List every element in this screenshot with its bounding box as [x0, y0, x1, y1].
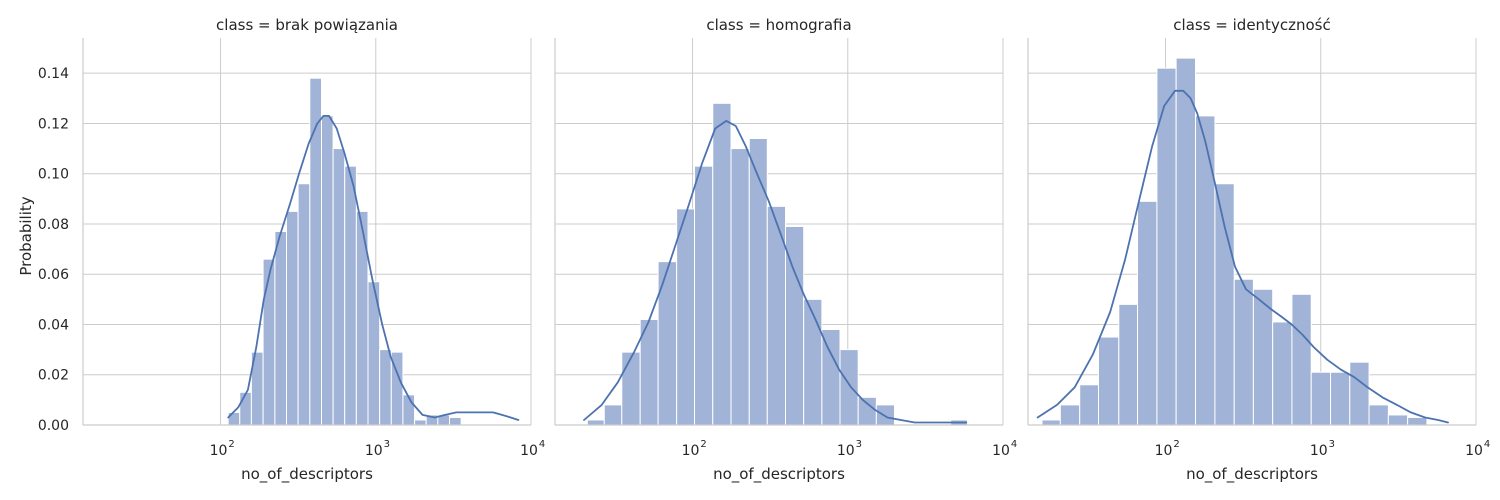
histogram-bar [821, 329, 841, 426]
histogram-bar [1233, 278, 1254, 426]
histogram-bar [239, 391, 252, 426]
histogram-bar [1368, 404, 1389, 426]
histogram-bar [839, 349, 859, 426]
histogram-bar [379, 349, 392, 426]
facet-title: class = brak powiązania [216, 16, 398, 34]
histogram-bar [274, 231, 287, 426]
y-tick-label: 0.04 [38, 317, 69, 333]
histogram-bar [297, 183, 311, 426]
histogram-bar [332, 148, 346, 426]
x-axis-label: no_of_descriptors [713, 465, 845, 484]
kde-line [583, 120, 968, 424]
x-tick-label: 10 [992, 443, 1010, 459]
x-tick-exponent: 2 [228, 439, 234, 450]
x-tick-exponent: 3 [856, 439, 862, 450]
histogram-bar [1079, 384, 1100, 426]
kde-line [1036, 89, 1449, 424]
histogram-bar [1118, 303, 1139, 426]
histogram-bar [402, 394, 416, 426]
y-tick-label: 0.06 [38, 267, 69, 283]
x-tick-exponent: 2 [700, 439, 706, 450]
histogram-bar [1330, 371, 1351, 426]
histogram-bar [355, 210, 369, 426]
histogram-bar [857, 396, 877, 426]
x-axis-label: no_of_descriptors [1186, 465, 1318, 484]
histogram-bar [1214, 183, 1235, 426]
x-tick-label: 10 [520, 443, 538, 459]
histogram-bar [262, 258, 276, 426]
x-tick-label: 10 [837, 443, 855, 459]
histogram-bar [694, 165, 714, 426]
histogram-bar [712, 102, 732, 426]
facet-title: class = homografia [706, 16, 851, 34]
histogram-bar [344, 165, 357, 426]
y-tick-label: 0.12 [38, 116, 69, 132]
histogram-bar [1137, 200, 1158, 426]
histogram-bar [1195, 115, 1216, 426]
histogram-bar [621, 351, 641, 426]
facet-title: class = identyczność [1173, 16, 1330, 34]
x-tick-label: 10 [682, 443, 700, 459]
histogram-bar [1291, 293, 1312, 426]
histogram-bar [1407, 416, 1428, 426]
histogram-bar [1310, 371, 1332, 426]
y-tick-label: 0.14 [38, 66, 69, 82]
y-axis-label: Probability [17, 196, 35, 275]
histogram-bar [803, 298, 823, 426]
x-tick-label: 10 [1310, 443, 1328, 459]
x-tick-label: 10 [1465, 443, 1483, 459]
y-tick-label: 0.08 [38, 217, 69, 233]
histogram-bar [748, 138, 768, 426]
x-tick-exponent: 3 [384, 439, 390, 450]
histogram-bar [586, 419, 605, 426]
histogram-bar [414, 419, 427, 426]
y-tick-label: 0.02 [38, 368, 69, 384]
histogram-bar [285, 210, 299, 426]
histogram-bar [227, 411, 241, 426]
kde-line [227, 115, 520, 421]
x-axis-label: no_of_descriptors [241, 465, 373, 484]
y-tick-label: 0.10 [38, 167, 69, 183]
histogram-bar [603, 404, 623, 426]
histogram-bar [1349, 361, 1370, 426]
x-tick-label: 10 [365, 443, 383, 459]
histogram-bar [309, 77, 322, 426]
histogram-bar [320, 115, 334, 426]
x-tick-exponent: 4 [539, 439, 545, 450]
x-tick-exponent: 4 [1011, 439, 1017, 450]
histogram-bar [1059, 404, 1081, 426]
histogram-bar [730, 148, 750, 426]
histogram-bar [1272, 321, 1293, 426]
x-tick-label: 10 [210, 443, 228, 459]
histogram-bar [1252, 288, 1274, 426]
histogram-bar [1098, 336, 1120, 426]
histogram-bar [448, 416, 462, 426]
x-tick-exponent: 4 [1484, 439, 1490, 450]
histogram-bar [1041, 419, 1061, 426]
histogram-bar [1387, 414, 1409, 426]
histogram-bar [676, 208, 696, 426]
x-tick-exponent: 3 [1329, 439, 1335, 450]
x-tick-exponent: 2 [1173, 439, 1179, 450]
x-tick-label: 10 [1155, 443, 1173, 459]
histogram-bar [875, 404, 895, 426]
y-tick-label: 0.00 [38, 418, 69, 434]
histogram-bar [1175, 57, 1197, 426]
